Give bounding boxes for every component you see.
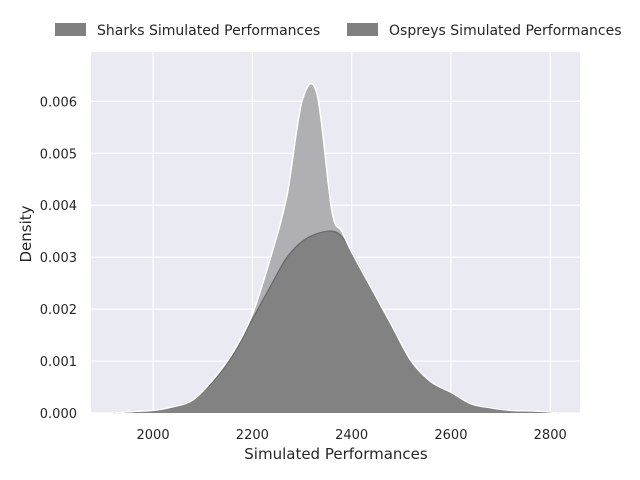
y-tick-label: 0.004 bbox=[40, 199, 77, 214]
y-tick-label: 0.003 bbox=[40, 251, 77, 266]
x-tick-labels: 2000 2200 2400 2600 2800 bbox=[137, 428, 567, 443]
y-tick-label: 0.005 bbox=[40, 147, 77, 162]
series-line-ospreys bbox=[113, 82, 558, 414]
y-tick-label: 0.001 bbox=[40, 355, 77, 370]
legend: Sharks Simulated Performances Ospreys Si… bbox=[55, 23, 622, 39]
x-tick-label: 2400 bbox=[335, 428, 368, 443]
x-axis-label: Simulated Performances bbox=[244, 445, 428, 463]
series-area-sharks bbox=[113, 231, 558, 413]
y-tick-labels: 0.000 0.001 0.002 0.003 0.004 0.005 0.006 bbox=[40, 95, 77, 422]
x-tick-label: 2600 bbox=[434, 428, 467, 443]
legend-label-ospreys: Ospreys Simulated Performances bbox=[389, 23, 622, 39]
x-tick-label: 2200 bbox=[236, 428, 269, 443]
legend-swatch-sharks bbox=[55, 23, 86, 36]
legend-swatch-ospreys bbox=[347, 23, 378, 36]
x-tick-label: 2800 bbox=[534, 428, 567, 443]
series-areas bbox=[113, 82, 558, 414]
legend-label-sharks: Sharks Simulated Performances bbox=[97, 23, 320, 39]
y-axis-label: Density bbox=[17, 205, 35, 262]
grid-lines bbox=[91, 52, 580, 414]
y-tick-label: 0.002 bbox=[40, 303, 77, 318]
y-tick-label: 0.006 bbox=[40, 95, 77, 110]
y-tick-label: 0.000 bbox=[40, 407, 77, 422]
x-tick-label: 2000 bbox=[137, 428, 170, 443]
